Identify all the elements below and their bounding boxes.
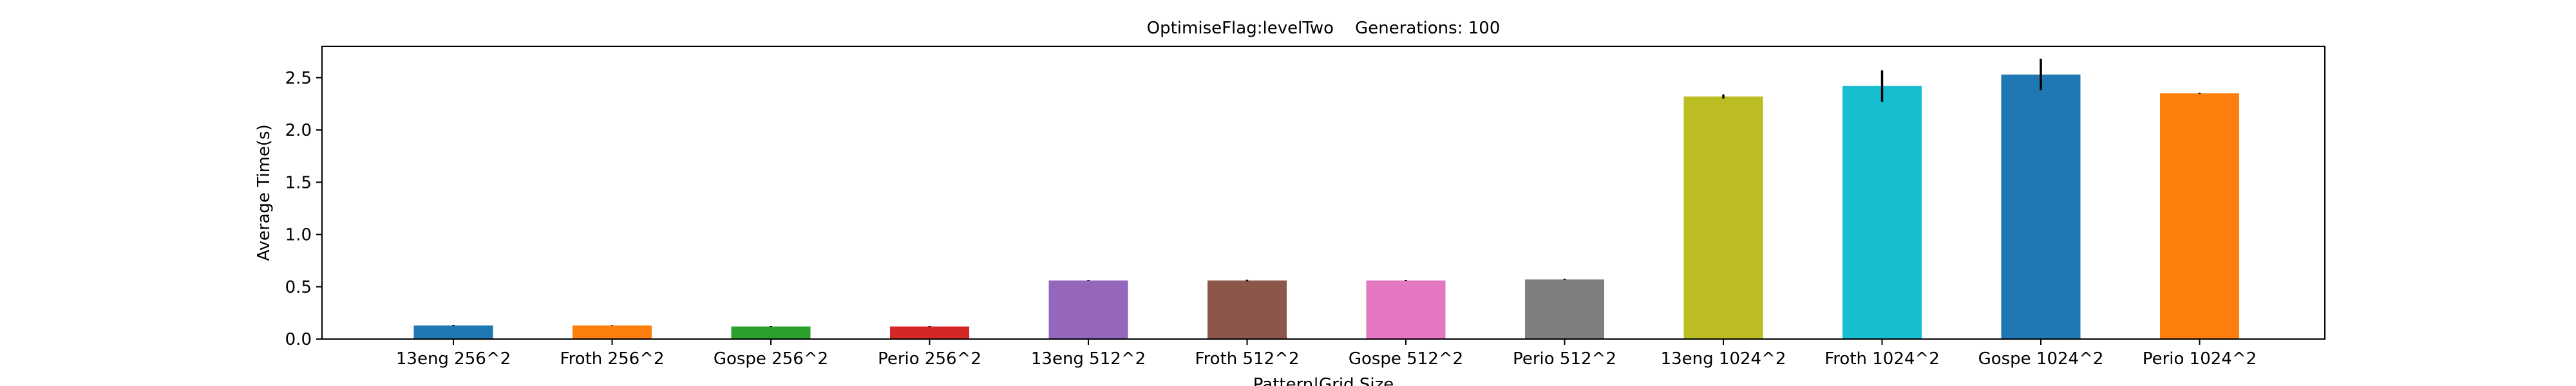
- bars-layer: [413, 74, 2239, 339]
- bar-3: [731, 326, 811, 339]
- bar-12: [2160, 93, 2239, 339]
- x-tick-label: Gospe 256^2: [714, 349, 828, 369]
- x-tick-label: Gospe 1024^2: [1978, 349, 2104, 369]
- plot-frame: [321, 46, 2325, 340]
- bar-1: [413, 325, 493, 339]
- bar-11: [2001, 74, 2081, 339]
- x-tick-label: Froth 512^2: [1195, 349, 1300, 369]
- x-tick-label: Gospe 512^2: [1349, 349, 1463, 369]
- x-tick-label: Perio 1024^2: [2143, 349, 2257, 369]
- bar-5: [1048, 280, 1128, 339]
- y-tick-label: 2.5: [285, 69, 312, 88]
- x-tick-label: Froth 256^2: [560, 349, 665, 369]
- bar-10: [1842, 86, 1922, 339]
- bar-9: [1683, 96, 1763, 339]
- x-tick-label: Perio 512^2: [1513, 349, 1616, 369]
- bar-7: [1366, 280, 1446, 339]
- x-tick-label: Froth 1024^2: [1824, 349, 1940, 369]
- x-axis-label: Pattern|Grid Size: [1253, 375, 1394, 386]
- bar-2: [573, 325, 652, 339]
- bar-6: [1208, 280, 1287, 339]
- y-tick-label: 1.5: [285, 173, 312, 192]
- bar-4: [890, 326, 969, 339]
- x-tick-label: 13eng 512^2: [1031, 349, 1146, 369]
- y-tick-label: 0.0: [285, 330, 312, 349]
- error-bars-layer: [452, 59, 2201, 327]
- y-tick-label: 1.0: [285, 226, 312, 245]
- y-axis: 0.0 0.5 1.0 1.5 2.0 2.5: [285, 69, 322, 349]
- y-tick-label: 0.5: [285, 278, 312, 297]
- y-axis-label: Average Time(s): [254, 124, 274, 261]
- chart-title: OptimiseFlag:levelTwo Generations: 100: [1147, 19, 1501, 38]
- x-axis: 13eng 256^2 Froth 256^2 Gospe 256^2 Perio 2…: [396, 339, 2257, 369]
- y-tick-label: 2.0: [285, 121, 312, 140]
- x-tick-label: 13eng 1024^2: [1661, 349, 1786, 369]
- bar-8: [1525, 279, 1604, 339]
- x-tick-label: 13eng 256^2: [396, 349, 511, 369]
- x-tick-label: Perio 256^2: [878, 349, 981, 369]
